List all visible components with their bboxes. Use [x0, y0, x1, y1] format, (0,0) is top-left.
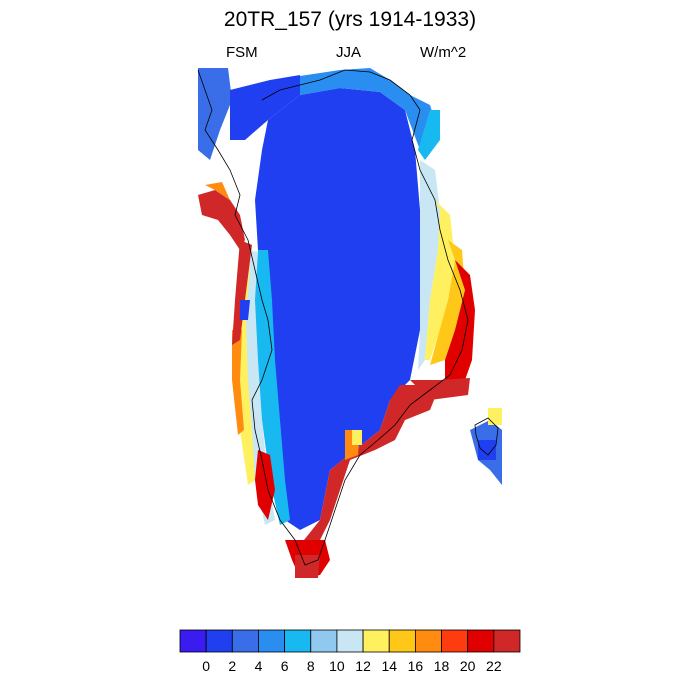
colorbar-tick-label: 2: [228, 658, 236, 674]
colorbar-swatch: [179, 629, 207, 653]
colorbar-swatch: [205, 629, 233, 653]
colorbar-swatch: [336, 629, 364, 653]
colorbar-tick-label: 10: [329, 658, 345, 674]
ice-sheet-fill: [198, 68, 502, 578]
colorbar-swatch: [467, 629, 495, 653]
colorbar-swatch: [284, 629, 312, 653]
colorbar-swatch: [231, 629, 259, 653]
colorbar-tick-label: 22: [486, 658, 502, 674]
colorbar-tick-label: 8: [307, 658, 315, 674]
colorbar-tick-label: 4: [255, 658, 263, 674]
colorbar-tick-label: 6: [281, 658, 289, 674]
colorbar-tick-label: 18: [434, 658, 450, 674]
colorbar-swatch: [441, 629, 469, 653]
colorbar-swatch: [362, 629, 390, 653]
colorbar-swatch: [258, 629, 286, 653]
coastline: [197, 69, 499, 566]
colorbar-tick-label: 0: [202, 658, 210, 674]
colorbar-tick-label: 16: [408, 658, 424, 674]
colorbar-swatch: [310, 629, 338, 653]
colorbar-tick-label: 14: [381, 658, 397, 674]
subtitle-units: W/m^2: [420, 44, 467, 61]
subtitle-model: FSM: [226, 44, 258, 61]
colorbar-swatch: [414, 629, 442, 653]
subtitle-season: JJA: [336, 44, 362, 61]
colorbar-tick-label: 20: [460, 658, 476, 674]
colorbar-tick-label: 12: [355, 658, 371, 674]
colorbar-swatch: [493, 629, 521, 653]
colorbar-swatch: [388, 629, 416, 653]
plot-title: 20TR_157 (yrs 1914-1933): [223, 8, 477, 31]
